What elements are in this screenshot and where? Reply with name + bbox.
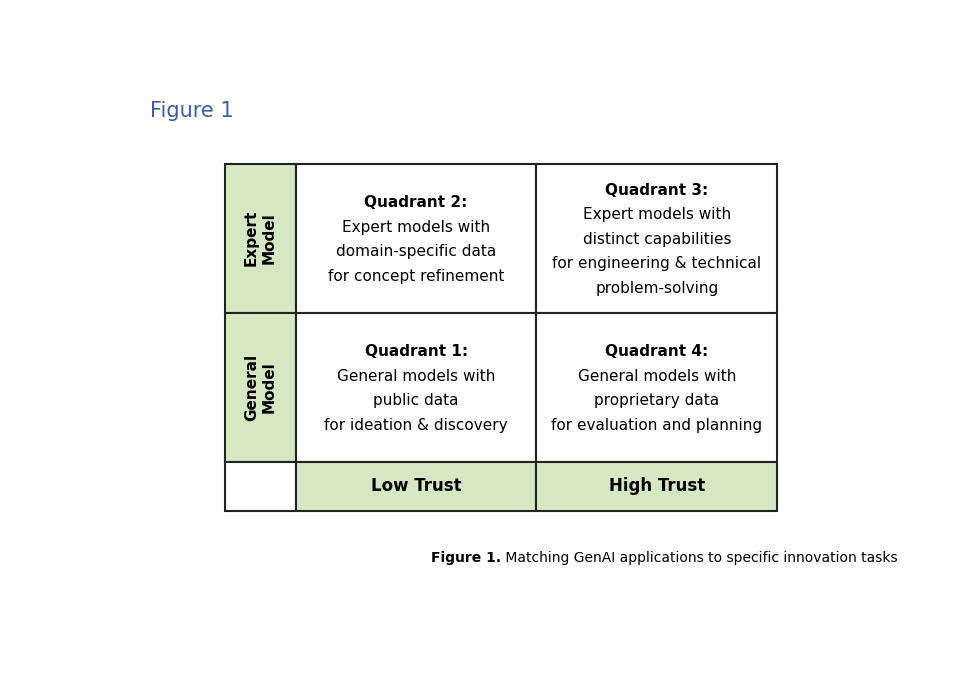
Text: Expert
Model: Expert Model [244,210,276,267]
Text: Figure 1.: Figure 1. [430,551,501,565]
Text: Quadrant 1:: Quadrant 1: [365,344,468,359]
Text: proprietary data: proprietary data [594,393,719,408]
Bar [536,164,777,313]
Text: Quadrant 3:: Quadrant 3: [605,183,709,198]
Bar [296,462,536,511]
Text: for ideation & discovery: for ideation & discovery [325,418,508,433]
Text: General models with: General models with [578,369,736,384]
Bar [296,313,536,462]
Text: Quadrant 4:: Quadrant 4: [605,344,709,359]
Bar [225,164,296,313]
Text: Matching GenAI applications to specific innovation tasks: Matching GenAI applications to specific … [501,551,898,565]
Text: Quadrant 2:: Quadrant 2: [364,195,468,210]
Text: Expert models with: Expert models with [583,207,731,222]
Bar [536,313,777,462]
Text: for evaluation and planning: for evaluation and planning [551,418,763,433]
Text: public data: public data [374,393,458,408]
Text: for concept refinement: for concept refinement [328,269,505,284]
Text: for engineering & technical: for engineering & technical [552,256,762,271]
Text: problem-solving: problem-solving [595,281,718,296]
Text: General
Model: General Model [244,353,276,421]
Text: domain-specific data: domain-specific data [336,244,496,259]
Text: High Trust: High Trust [609,477,705,495]
Text: General models with: General models with [337,369,495,384]
Text: distinct capabilities: distinct capabilities [583,232,731,247]
Text: Low Trust: Low Trust [371,477,461,495]
Bar [225,462,296,511]
Bar [536,462,777,511]
Text: Figure 1: Figure 1 [150,102,234,122]
Bar [225,313,296,462]
Text: Expert models with: Expert models with [342,219,490,235]
Bar [296,164,536,313]
